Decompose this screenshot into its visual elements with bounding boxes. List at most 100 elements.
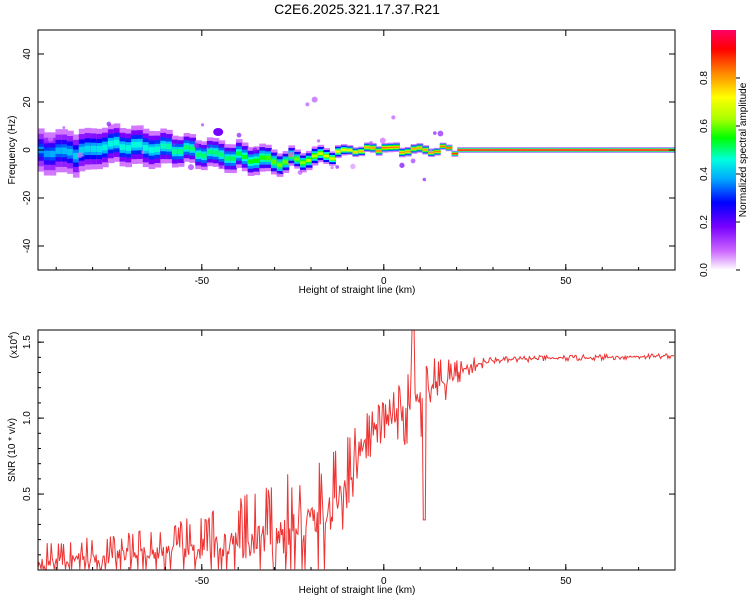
heat-cell: [521, 149, 529, 151]
heat-cell: [375, 150, 383, 152]
heat-cell: [142, 145, 150, 151]
heat-cell: [632, 149, 639, 151]
bottom-x-tick-label-0: -50: [195, 576, 210, 587]
heat-speckle: [141, 150, 145, 154]
heat-cell: [608, 149, 616, 151]
heat-cell: [335, 150, 342, 153]
heat-cell: [457, 149, 464, 151]
heat-cell: [358, 150, 365, 153]
heat-cell: [556, 149, 563, 151]
heat-speckle: [288, 151, 294, 158]
heat-speckle: [200, 123, 205, 127]
heat-speckle: [422, 177, 427, 182]
heat-cell: [399, 151, 406, 154]
heat-cell: [364, 146, 371, 149]
heat-cell: [55, 147, 63, 154]
heat-cell: [102, 144, 109, 151]
multiplier-close: ): [9, 332, 20, 335]
heat-cell: [137, 141, 144, 148]
heat-cell: [439, 145, 447, 147]
heat-cell: [282, 160, 290, 164]
heat-cell: [300, 161, 307, 165]
heat-cell: [434, 151, 441, 153]
bottom-y-tick-label-0: 0.5: [22, 487, 33, 501]
colorbar: [711, 30, 736, 270]
heat-cell: [90, 145, 98, 152]
heat-cell: [43, 150, 51, 158]
heat-cell: [620, 149, 628, 151]
top-x-tick-label-1: 0: [381, 276, 387, 287]
heat-cell: [352, 151, 360, 153]
heat-cell: [474, 149, 482, 151]
heat-cell: [416, 147, 424, 149]
heat-cell: [96, 145, 103, 153]
heat-speckle: [276, 172, 280, 176]
heat-cell: [486, 149, 494, 151]
heat-cell: [236, 151, 243, 156]
heat-speckle: [391, 115, 396, 120]
top-y-axis-label: Frequency (Hz): [7, 116, 18, 185]
heat-cell: [498, 149, 505, 151]
heat-cell: [585, 149, 593, 151]
heat-cell: [72, 152, 80, 160]
heat-cell: [241, 154, 249, 160]
colorbar-tick-label-0: 0.0: [699, 263, 710, 277]
heat-cell: [626, 149, 633, 151]
heat-cell: [259, 155, 266, 160]
colorbar-label: Normalized spectral amplitude: [738, 82, 749, 217]
top-x-tick-label-2: 50: [560, 276, 572, 287]
heat-speckle: [330, 165, 334, 170]
heat-cell: [637, 149, 645, 151]
heat-cell: [579, 149, 587, 151]
heat-cell: [643, 149, 651, 151]
heat-speckle: [432, 131, 437, 135]
heat-cell: [602, 149, 610, 151]
heat-cell: [154, 146, 162, 153]
heat-cell: [463, 149, 470, 151]
heat-cell: [515, 149, 523, 151]
heat-cell: [329, 157, 336, 160]
bottom-y-tick-label-2: 1.5: [22, 335, 33, 349]
top-y-tick-label-3: 20: [22, 96, 33, 108]
heat-cell: [422, 149, 430, 151]
heat-cell: [247, 159, 255, 164]
heat-cell: [445, 147, 453, 149]
multiplier-base: (x10: [9, 338, 20, 358]
heat-speckle: [252, 147, 258, 153]
heat-cell: [428, 152, 435, 154]
heat-cell: [492, 149, 499, 151]
heat-cell: [107, 140, 115, 147]
colorbar-tick-label-3: 0.6: [699, 119, 710, 133]
colorbar-axes: 0.0 0.2 0.4 0.6 0.8: [699, 71, 740, 277]
heat-cell: [195, 152, 202, 157]
bottom-axes: -50 0 50 0.5 1.0 1.5: [22, 330, 676, 587]
heat-cell: [224, 156, 231, 161]
heat-cell: [177, 149, 185, 154]
heat-cell: [171, 149, 179, 154]
heat-cell: [276, 163, 284, 167]
multiplier-exponent: 4: [8, 335, 15, 339]
bottom-y-tick-label-1: 1.0: [22, 411, 33, 425]
bottom-x-axis-label: Height of straight line (km): [299, 585, 416, 596]
heat-speckle: [316, 139, 321, 143]
top-axes: -50 0 50 -40 -20 0 20 40: [22, 30, 676, 287]
heat-speckle: [335, 165, 340, 169]
top-y-tick-label-2: 0: [22, 147, 33, 153]
bottom-x-tick-label-2: 50: [560, 576, 572, 587]
heat-cell: [183, 145, 191, 150]
heat-cell: [573, 149, 581, 151]
snr-series-line: [38, 330, 675, 570]
heat-cell: [323, 154, 330, 158]
colorbar-tick-label-1: 0.2: [699, 215, 710, 229]
top-y-tick-label-1: -20: [22, 190, 33, 205]
heat-speckle: [437, 130, 444, 137]
heat-cell: [533, 149, 540, 151]
top-x-tick-label-0: -50: [195, 276, 210, 287]
heat-cell: [503, 149, 511, 151]
heat-cell: [591, 149, 598, 151]
heat-cell: [230, 156, 237, 161]
heat-cell: [113, 139, 121, 146]
heat-cell: [544, 149, 552, 151]
heat-cell: [480, 149, 488, 151]
heat-cell: [311, 154, 319, 158]
